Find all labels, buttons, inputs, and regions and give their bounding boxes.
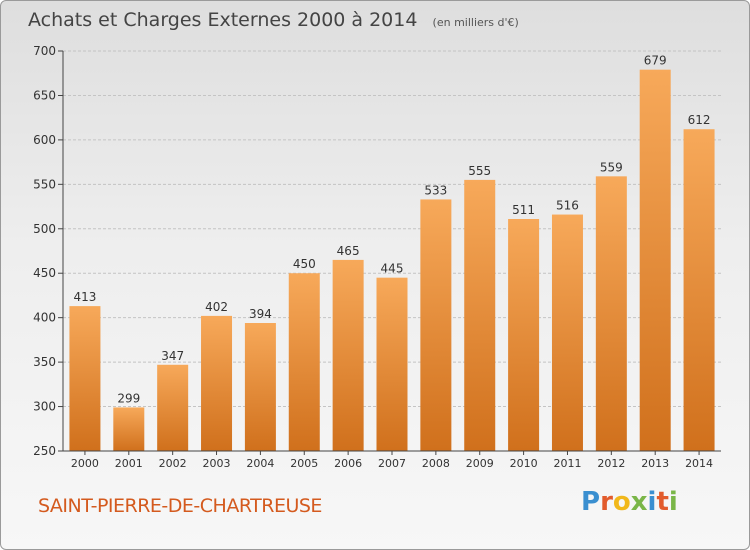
bar-value-label: 516 xyxy=(556,199,579,213)
x-tick-label: 2001 xyxy=(115,457,143,470)
bar-value-label: 511 xyxy=(512,203,535,217)
bar-value-label: 533 xyxy=(424,183,447,197)
logo-letter: o xyxy=(612,487,631,517)
commune-name: SAINT-PIERRE-DE-CHARTREUSE xyxy=(38,495,322,517)
chart-subtitle: (en milliers d'€) xyxy=(432,16,519,29)
bar-2005 xyxy=(288,273,320,451)
y-tick-label: 300 xyxy=(33,400,56,414)
bar-value-label: 445 xyxy=(381,262,404,276)
x-tick-label: 2003 xyxy=(203,457,231,470)
x-tick-label: 2000 xyxy=(71,457,99,470)
chart-title: Achats et Charges Externes 2000 à 2014 xyxy=(28,9,418,31)
bar-value-label: 612 xyxy=(688,113,711,127)
bar-2014 xyxy=(683,129,715,451)
x-tick-label: 2010 xyxy=(510,457,538,470)
x-tick-label: 2014 xyxy=(685,457,713,470)
bar-2009 xyxy=(464,179,496,451)
title-row: Achats et Charges Externes 2000 à 2014 (… xyxy=(28,9,519,31)
y-tick-label: 250 xyxy=(33,444,56,458)
bar-value-label: 394 xyxy=(249,307,272,321)
bar-2003 xyxy=(201,315,233,451)
logo-letter: P xyxy=(581,487,601,517)
x-tick-label: 2008 xyxy=(422,457,450,470)
bar-value-label: 299 xyxy=(117,391,140,405)
bar-2001 xyxy=(113,407,145,451)
bar-2004 xyxy=(244,323,276,451)
y-tick-label: 650 xyxy=(33,88,56,102)
bar-value-label: 465 xyxy=(337,244,360,258)
logo-letter: r xyxy=(600,487,613,517)
proxiti-logo: Proxiti xyxy=(581,487,678,517)
logo-letter: i xyxy=(647,487,657,517)
x-tick-label: 2007 xyxy=(378,457,406,470)
x-tick-label: 2006 xyxy=(334,457,362,470)
bar-2008 xyxy=(420,199,452,451)
bar-2007 xyxy=(376,277,408,451)
bar-value-label: 402 xyxy=(205,300,228,314)
bar-2013 xyxy=(639,69,671,452)
bar-2006 xyxy=(332,259,364,451)
bar-2000 xyxy=(69,306,101,451)
bar-2012 xyxy=(595,176,627,452)
logo-letter: i xyxy=(668,487,678,517)
x-tick-label: 2013 xyxy=(641,457,669,470)
bar-2002 xyxy=(157,364,189,451)
y-tick-label: 500 xyxy=(33,222,56,236)
bar-value-label: 679 xyxy=(644,54,667,68)
x-tick-label: 2005 xyxy=(290,457,318,470)
y-tick-label: 350 xyxy=(33,355,56,369)
x-tick-label: 2009 xyxy=(466,457,494,470)
x-tick-label: 2012 xyxy=(597,457,625,470)
x-tick-label: 2002 xyxy=(159,457,187,470)
logo-letter: t xyxy=(656,487,669,517)
bar-value-label: 413 xyxy=(73,290,96,304)
bar-2010 xyxy=(508,219,540,451)
y-tick-label: 600 xyxy=(33,133,56,147)
bar-value-label: 347 xyxy=(161,349,184,363)
bar-value-label: 559 xyxy=(600,160,623,174)
logo-letter: x xyxy=(630,487,648,517)
y-tick-label: 400 xyxy=(33,311,56,325)
x-tick-label: 2004 xyxy=(246,457,274,470)
bar-2011 xyxy=(551,214,583,451)
bar-value-label: 450 xyxy=(293,257,316,271)
y-tick-label: 700 xyxy=(33,44,56,58)
x-tick-label: 2011 xyxy=(553,457,581,470)
y-tick-label: 450 xyxy=(33,266,56,280)
y-tick-label: 550 xyxy=(33,177,56,191)
bar-value-label: 555 xyxy=(468,164,491,178)
